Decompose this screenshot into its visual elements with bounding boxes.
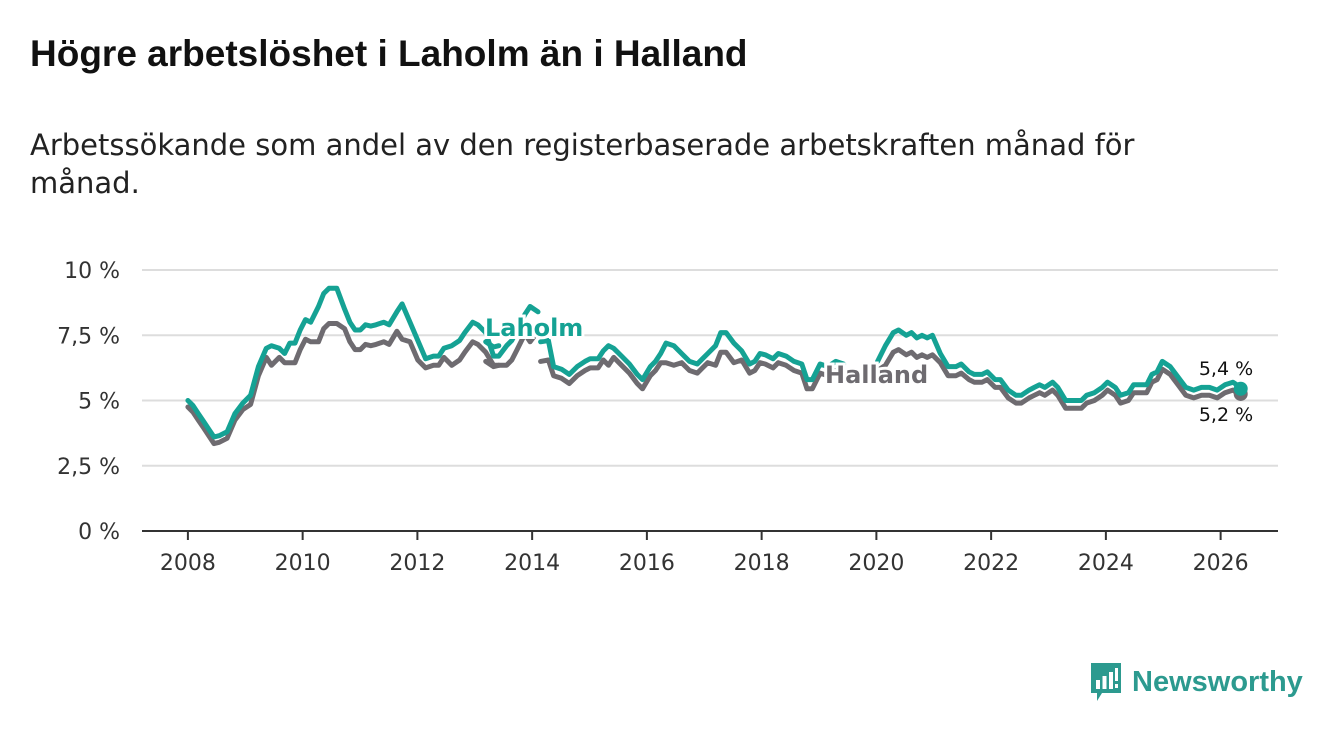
series-line-laholm	[185, 285, 541, 440]
y-tick-label: 2,5 %	[57, 455, 120, 480]
y-tick-label: 7,5 %	[57, 324, 120, 349]
x-tick-label: 2022	[963, 551, 1019, 576]
x-tick-label: 2016	[619, 551, 675, 576]
series-line-halland	[185, 321, 541, 447]
series-line-laholm	[538, 330, 847, 383]
series-label-halland: Halland	[825, 361, 928, 389]
bar-chart-logo-icon	[1091, 663, 1121, 701]
x-tick-label: 2014	[504, 551, 560, 576]
y-tick-label: 10 %	[64, 259, 120, 284]
grid-lines	[142, 269, 1278, 467]
series-line-halland	[483, 358, 502, 370]
series-labels: Laholm Halland 5,4 % 5,2 %	[482, 311, 1256, 429]
x-tick-label: 2020	[848, 551, 904, 576]
y-tick-label: 5 %	[78, 390, 120, 415]
series-line-laholm	[875, 327, 1244, 403]
series-line-halland	[875, 347, 1244, 411]
y-tick-label: 0 %	[78, 520, 120, 545]
end-value-label-halland: 5,2 %	[1199, 404, 1253, 426]
chart-title: Högre arbetslöshet i Laholm än i Halland	[30, 33, 748, 74]
axes: 0 % 2,5 % 5 % 7,5 % 10 % 2008 2010 2012 2014 2016…	[57, 259, 1278, 576]
x-tick-label: 2026	[1193, 551, 1249, 576]
end-value-label-laholm: 5,4 %	[1199, 358, 1253, 380]
chart-subtitle: Arbetssökande som andel av den registerb…	[30, 128, 1135, 200]
brand-logo: Newsworthy	[1088, 660, 1303, 704]
x-tick-label: 2008	[160, 551, 216, 576]
laholm-end-marker	[1233, 381, 1248, 396]
series-lines	[185, 285, 1248, 447]
x-tick-label: 2018	[734, 551, 790, 576]
series-label-laholm: Laholm	[485, 314, 583, 342]
brand-name: Newsworthy	[1132, 665, 1303, 698]
series-line-laholm	[483, 339, 502, 350]
series-line-halland	[538, 349, 847, 392]
x-tick-label: 2010	[275, 551, 331, 576]
x-tick-label: 2024	[1078, 551, 1134, 576]
x-tick-label: 2012	[389, 551, 445, 576]
